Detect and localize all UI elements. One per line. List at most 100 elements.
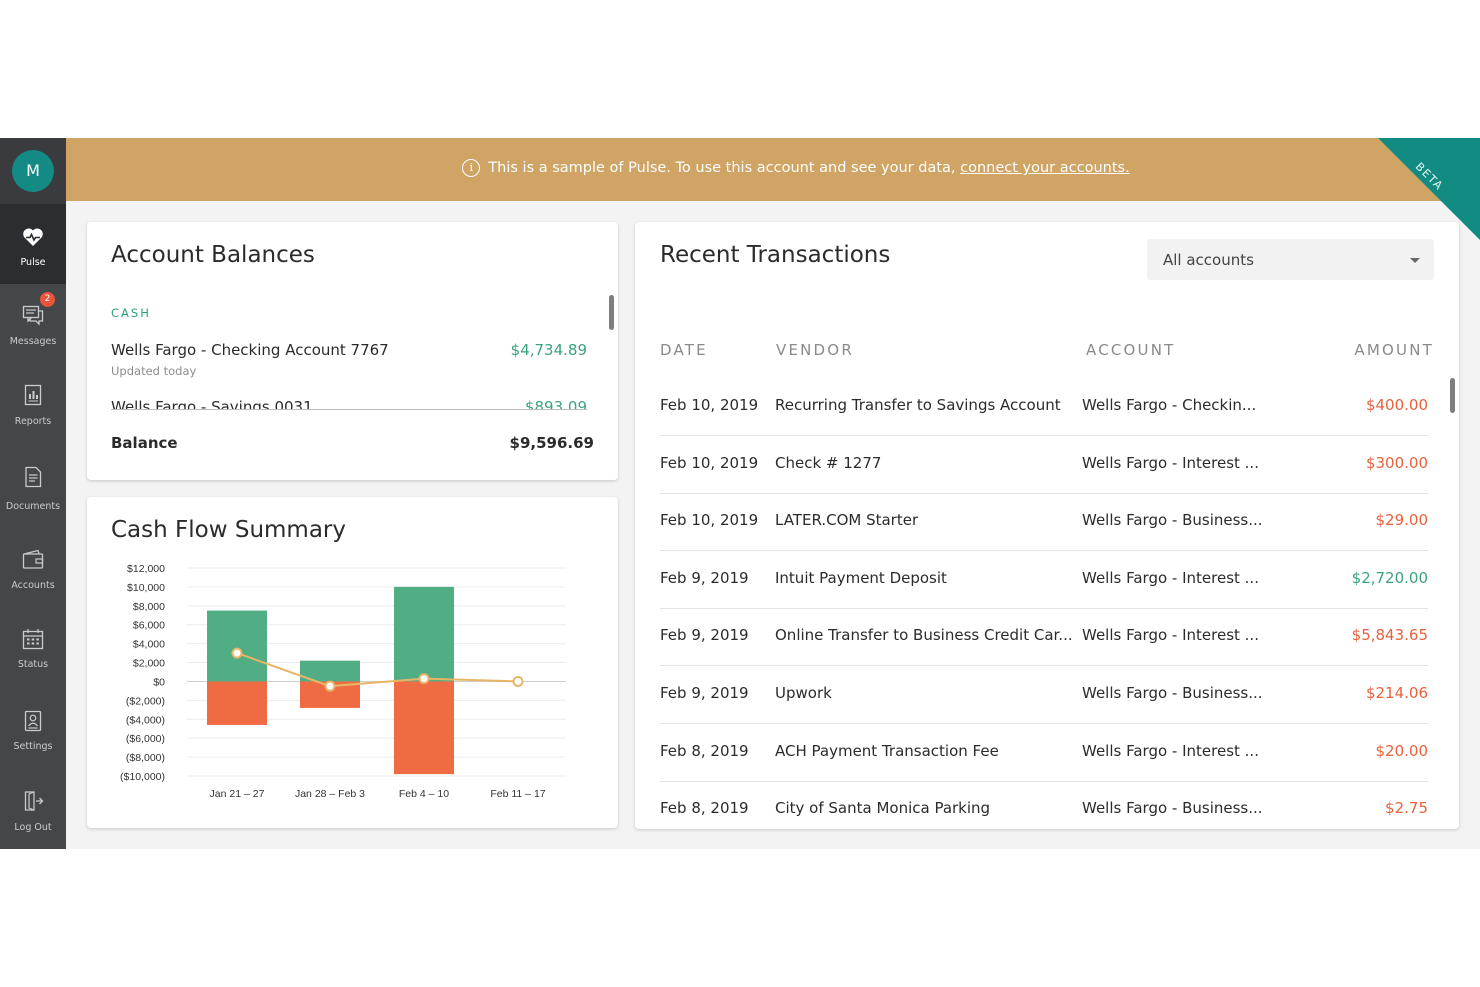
- transaction-amount: $400.00: [1365, 396, 1428, 414]
- nav-item-settings[interactable]: Settings: [0, 684, 66, 764]
- sample-banner: i This is a sample of Pulse. To use this …: [66, 138, 1480, 201]
- calendar-icon: [22, 629, 44, 650]
- transaction-vendor: Upwork: [775, 684, 832, 702]
- chevron-down-icon: [1410, 258, 1420, 263]
- account-balances-card: Account Balances CASH Wells Fargo - Chec…: [87, 222, 618, 480]
- x-tick-label: Feb 4 – 10: [399, 788, 449, 800]
- nav-item-accounts[interactable]: Accounts: [0, 524, 66, 604]
- y-tick-label: ($10,000): [120, 771, 165, 783]
- x-tick-label: Feb 11 – 17: [490, 788, 545, 800]
- account-list-clip: Wells Fargo - Savings 0031 $893.09: [87, 394, 618, 409]
- table-row[interactable]: Feb 9, 2019 Upwork Wells Fargo - Business.…: [660, 666, 1428, 724]
- y-tick-label: $6,000: [133, 620, 165, 632]
- account-amount: $4,734.89: [510, 341, 587, 359]
- nav-label-documents: Documents: [5, 501, 61, 512]
- avatar[interactable]: M: [12, 150, 54, 192]
- bar-positive: [207, 610, 267, 682]
- column-header-account[interactable]: ACCOUNT: [1086, 341, 1176, 359]
- table-row[interactable]: Feb 8, 2019 City of Santa Monica Parking W…: [660, 781, 1428, 829]
- avatar-container: M: [0, 138, 66, 204]
- bar-positive: [394, 586, 454, 682]
- nav-item-status[interactable]: Status: [0, 604, 66, 684]
- net-point: [324, 680, 336, 692]
- transaction-vendor: LATER.COM Starter: [775, 511, 919, 530]
- balance-total: $9,596.69: [509, 434, 594, 452]
- y-tick-label: $12,000: [127, 563, 165, 575]
- table-row[interactable]: Feb 10, 2019 LATER.COM Starter Wells Fargo…: [660, 493, 1428, 552]
- cash-section-label: CASH: [111, 306, 151, 320]
- table-row[interactable]: Feb 9, 2019 Online Transfer to Business C…: [660, 608, 1428, 667]
- column-header-date[interactable]: DATE: [660, 341, 708, 359]
- chat-icon: [22, 305, 44, 326]
- account-amount: $893.09: [524, 398, 587, 409]
- x-tick-label: Jan 21 – 27: [210, 788, 265, 800]
- transaction-date: Feb 10, 2019: [660, 396, 759, 414]
- nav-label-messages: Messages: [9, 336, 57, 347]
- transaction-amount: $2.75: [1385, 799, 1428, 818]
- nav-item-pulse[interactable]: Pulse: [0, 204, 66, 284]
- transaction-vendor: ACH Payment Transaction Fee: [775, 741, 999, 760]
- account-filter-select[interactable]: All accounts: [1147, 239, 1434, 280]
- nav-item-logout[interactable]: Log Out: [0, 764, 66, 844]
- settings-id-icon: [24, 710, 42, 732]
- y-tick-label: $0: [153, 676, 165, 688]
- net-point: [418, 673, 430, 685]
- transaction-date: Feb 9, 2019: [660, 684, 749, 702]
- banner-text: This is a sample of Pulse. To use this a…: [488, 160, 956, 176]
- bar-negative: [394, 681, 454, 775]
- transaction-date: Feb 10, 2019: [660, 453, 759, 472]
- transaction-account: Wells Fargo - Business...: [1082, 684, 1263, 702]
- transactions-scrollbar[interactable]: [1450, 378, 1455, 413]
- balances-scrollbar[interactable]: [609, 295, 614, 330]
- y-tick-label: ($4,000): [126, 714, 165, 726]
- messages-badge: 2: [40, 292, 55, 307]
- column-header-vendor[interactable]: VENDOR: [776, 341, 854, 359]
- y-tick-label: ($6,000): [126, 733, 165, 745]
- y-tick-label: $4,000: [133, 639, 165, 651]
- document-icon: [25, 466, 42, 488]
- account-name[interactable]: Wells Fargo - Savings 0031: [111, 398, 313, 409]
- transaction-vendor: Intuit Payment Deposit: [775, 568, 947, 587]
- bar-positive: [300, 660, 360, 682]
- x-tick-label: Jan 28 – Feb 3: [295, 788, 365, 800]
- nav-item-documents[interactable]: Documents: [0, 444, 66, 524]
- transaction-account: Wells Fargo - Interest ...: [1082, 453, 1259, 472]
- table-row[interactable]: Feb 10, 2019 Recurring Transfer to Saving…: [660, 378, 1428, 436]
- nav-label-pulse: Pulse: [20, 257, 46, 268]
- table-row[interactable]: Feb 10, 2019 Check # 1277 Wells Fargo - In…: [660, 436, 1428, 494]
- transaction-amount: $2,720.00: [1351, 568, 1428, 587]
- transaction-amount: $5,843.65: [1351, 626, 1428, 645]
- net-point: [512, 675, 524, 687]
- transaction-vendor: Recurring Transfer to Savings Account: [775, 396, 1061, 414]
- transaction-account: Wells Fargo - Interest ...: [1082, 741, 1259, 760]
- transaction-account: Wells Fargo - Interest ...: [1082, 568, 1259, 587]
- nav-label-settings: Settings: [13, 741, 53, 752]
- account-updated: Updated today: [111, 364, 197, 378]
- column-header-amount[interactable]: AMOUNT: [1354, 341, 1434, 359]
- nav-item-messages[interactable]: 2 Messages: [0, 284, 66, 364]
- recent-transactions-card: Recent Transactions All accounts DATE VE…: [635, 222, 1459, 829]
- y-tick-label: $10,000: [127, 582, 165, 594]
- transaction-vendor: Check # 1277: [775, 453, 882, 472]
- transaction-vendor: Online Transfer to Business Credit Car..…: [775, 626, 1073, 645]
- nav-label-reports: Reports: [14, 416, 52, 427]
- transaction-date: Feb 10, 2019: [660, 511, 759, 530]
- recent-transactions-title: Recent Transactions: [660, 242, 891, 268]
- logout-icon: [24, 791, 44, 811]
- account-name[interactable]: Wells Fargo - Checking Account 7767: [111, 341, 389, 359]
- cash-flow-chart: $12,000 $10,000 $8,000 $6,000 $4,000 $2,000 $0…: [120, 563, 566, 800]
- transaction-amount: $300.00: [1365, 453, 1428, 472]
- table-row[interactable]: Feb 8, 2019 ACH Payment Transaction Fee We…: [660, 724, 1428, 782]
- app-window: M Pulse 2 Messages: [0, 138, 1480, 849]
- transaction-date: Feb 8, 2019: [660, 741, 749, 760]
- y-tick-label: ($8,000): [126, 752, 165, 764]
- transaction-account: Wells Fargo - Business...: [1082, 799, 1263, 818]
- nav-item-reports[interactable]: Reports: [0, 364, 66, 444]
- transaction-date: Feb 8, 2019: [660, 799, 749, 818]
- net-point: [231, 647, 243, 659]
- account-balances-title: Account Balances: [111, 242, 315, 268]
- connect-accounts-link[interactable]: connect your accounts.: [960, 160, 1130, 176]
- transaction-account: Wells Fargo - Business...: [1082, 511, 1263, 530]
- banner-message: i This is a sample of Pulse. To use this …: [66, 159, 1480, 177]
- table-row[interactable]: Feb 9, 2019 Intuit Payment Deposit Wells F…: [660, 551, 1428, 609]
